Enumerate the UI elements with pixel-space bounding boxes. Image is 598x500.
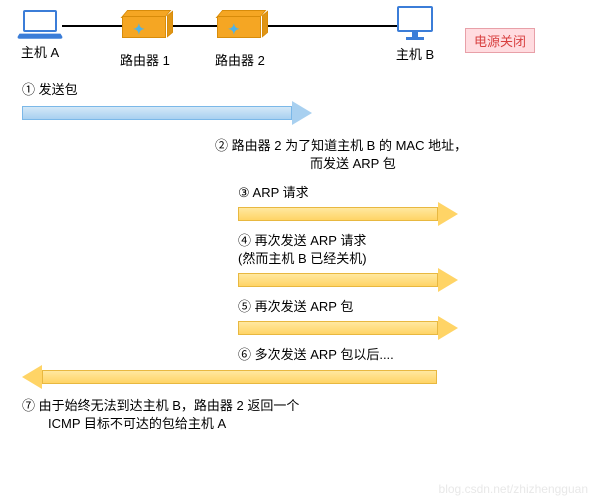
step-4-label-2: (然而主机 B 已经关机) — [238, 250, 598, 268]
step-2: ② 路由器 2 为了知道主机 B 的 MAC 地址， 而发送 ARP 包 — [20, 137, 598, 173]
watermark: blog.csdn.net/zhizhengguan — [439, 482, 588, 496]
router-icon: ✦ — [120, 16, 168, 48]
step-1: ① 发送包 — [20, 81, 598, 123]
step-1-label: ① 发送包 — [22, 81, 598, 99]
router-2-label: 路由器 2 — [215, 50, 265, 69]
power-off-badge: 电源关闭 — [465, 28, 535, 53]
step-4: ④ 再次发送 ARP 请求 (然而主机 B 已经关机) — [20, 232, 598, 290]
step-3: ③ ARP 请求 — [20, 184, 598, 224]
step-4-label: ④ 再次发送 ARP 请求 — [238, 232, 598, 250]
network-topology: 主机 A ✦ 路由器 1 ✦ 路由器 2 主机 B 电源关闭 — [0, 0, 598, 75]
arrow-arp-2 — [20, 270, 598, 290]
host-b: 主机 B — [395, 6, 435, 63]
arrow-icmp-return — [20, 367, 598, 387]
router-1: ✦ 路由器 1 — [120, 8, 170, 69]
arrow-send-packet — [20, 103, 598, 123]
step-7-label-2: ICMP 目标不可达的包给主机 A — [48, 415, 598, 433]
host-a: 主机 A — [18, 10, 62, 61]
step-7: ⑦ 由于始终无法到达主机 B，路由器 2 返回一个 ICMP 目标不可达的包给主… — [20, 397, 598, 433]
step-6-label: ⑥ 多次发送 ARP 包以后.... — [238, 346, 598, 364]
host-b-label: 主机 B — [395, 44, 435, 63]
link-r2-b — [265, 25, 400, 27]
step-3-label: ③ ARP 请求 — [238, 184, 598, 202]
router-2: ✦ 路由器 2 — [215, 8, 265, 69]
step-6: ⑥ 多次发送 ARP 包以后.... — [20, 346, 598, 386]
step-2-label-2: 而发送 ARP 包 — [310, 155, 598, 173]
arrow-arp-1 — [20, 204, 598, 224]
step-5: ⑤ 再次发送 ARP 包 — [20, 298, 598, 338]
link-a-r1 — [62, 25, 124, 27]
host-a-label: 主机 A — [18, 42, 62, 61]
step-2-label: ② 路由器 2 为了知道主机 B 的 MAC 地址， — [215, 137, 598, 155]
monitor-icon — [395, 6, 435, 42]
step-7-label: ⑦ 由于始终无法到达主机 B，路由器 2 返回一个 — [22, 397, 598, 415]
step-5-label: ⑤ 再次发送 ARP 包 — [238, 298, 598, 316]
router-1-label: 路由器 1 — [120, 50, 170, 69]
link-r1-r2 — [170, 25, 220, 27]
router-icon: ✦ — [215, 16, 263, 48]
laptop-icon — [18, 10, 62, 40]
arrow-arp-3 — [20, 318, 598, 338]
